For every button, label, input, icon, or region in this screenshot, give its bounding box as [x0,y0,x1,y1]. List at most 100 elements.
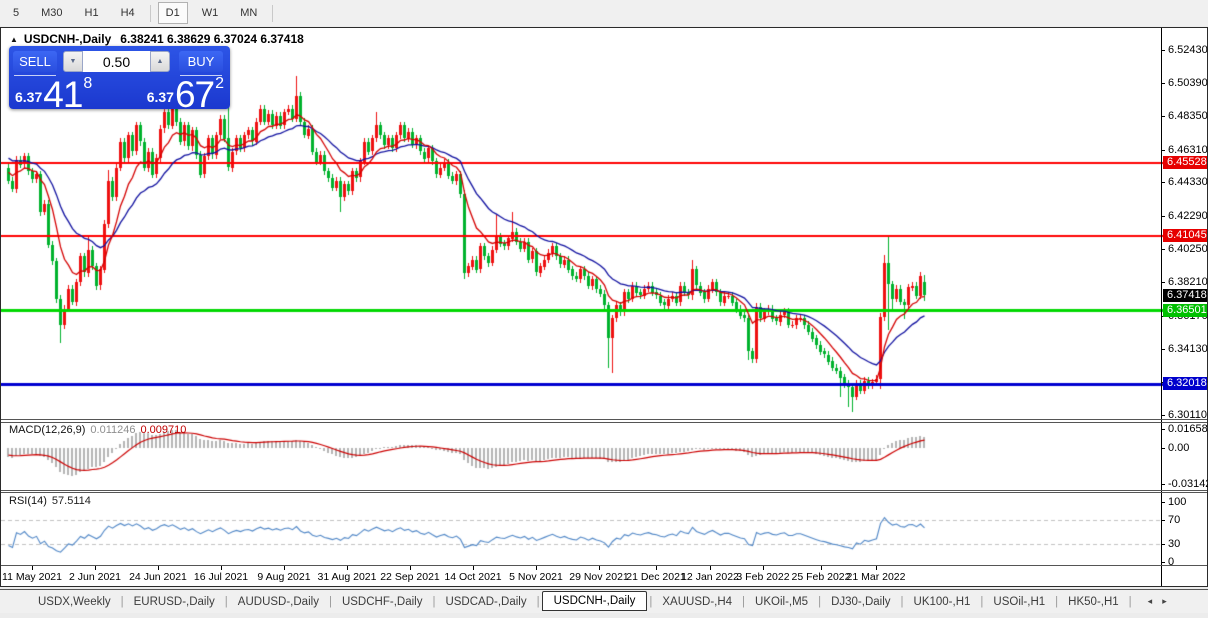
date-axis-label: 9 Aug 2021 [257,571,311,583]
chart-tab-uk100-h1[interactable]: UK100-,H1 [913,595,971,608]
date-axis-tick [410,566,411,570]
chart-tab-audusd-daily[interactable]: AUDUSD-,Daily [237,595,319,608]
panel-separator[interactable] [1,419,1207,420]
price-axis-tick [1161,182,1165,183]
chart-tab-dj30-daily[interactable]: DJ30-,Daily [831,595,891,608]
price-axis-label: 6.42290 [1168,210,1208,222]
ask-price-prefix: 6.37 [146,89,174,105]
date-axis-label: 21 Dec 2021 [626,571,686,583]
panel-separator[interactable] [1,490,1207,491]
macd-axis-tick [1161,484,1165,485]
date-axis-label: 22 Sep 2021 [380,571,440,583]
rsi-name: RSI(14) [9,495,47,507]
panel-separator[interactable] [1,422,1207,423]
tab-separator: | [328,595,332,608]
date-axis-label: 5 Nov 2021 [509,571,563,583]
date-axis-tick [473,566,474,570]
price-level-badge: 6.36501 [1163,304,1207,317]
volume-input[interactable] [83,51,150,72]
rsi-axis-tick [1161,520,1165,521]
price-axis-tick [1161,216,1165,217]
one-click-trading-panel: SELL ▼ ▲ BUY 6.37 41 8 6.37 67 2 [9,46,230,115]
tab-separator: | [536,595,540,608]
price-axis-tick [1161,50,1165,51]
rsi-axis-label: 70 [1168,514,1181,526]
date-axis-tick [347,566,348,570]
date-axis-label: 29 Nov 2021 [569,571,629,583]
tab-scroll-right-icon[interactable]: ▸ [1162,596,1177,606]
chart-tab-usdcad-daily[interactable]: USDCAD-,Daily [445,595,527,608]
date-axis-tick [876,566,877,570]
date-axis-tick [656,566,657,570]
volume-decrease-button[interactable]: ▼ [63,51,83,72]
price-axis-tick [1161,116,1165,117]
rsi-indicator-label: RSI(14) 57.5114 [9,495,91,507]
macd-axis-tick [1161,448,1165,449]
price-axis-tick [1161,415,1165,416]
timeframe-button-d1[interactable]: D1 [157,2,188,24]
price-level-badge: 6.32018 [1163,377,1207,390]
triangle-down-icon: ▼ [69,58,77,65]
tab-separator: | [649,595,653,608]
chart-tab-hk50-h1[interactable]: HK50-,H1 [1068,595,1119,608]
tab-scroll-left-icon[interactable]: ◂ [1147,596,1163,606]
price-level-badge: 6.41045 [1163,229,1207,242]
chart-tab-eurusd-daily[interactable]: EURUSD-,Daily [133,595,215,608]
volume-increase-button[interactable]: ▲ [150,51,170,72]
ask-price-big-digits: 67 [174,73,215,115]
bid-price-big-digits: 41 [43,73,83,115]
date-axis-tick [158,566,159,570]
price-axis-label: 6.50390 [1168,77,1208,89]
price-axis-label: 6.46310 [1168,144,1208,156]
macd-axis-tick [1161,429,1165,430]
macd-name: MACD(12,26,9) [9,424,86,436]
chart-tab-usdx-weekly[interactable]: USDX,Weekly [38,595,111,608]
chart-tab-usdchf-daily[interactable]: USDCHF-,Daily [341,595,423,608]
macd-axis-label: -0.031421 [1168,478,1208,490]
price-axis-tick [1161,249,1165,250]
date-axis-tick [821,566,822,570]
chart-tab-usoil-h1[interactable]: USOil-,H1 [993,595,1046,608]
price-level-badge: 6.45528 [1163,156,1207,169]
chart-tab-xauusd-h4[interactable]: XAUUSD-,H4 [662,595,733,608]
rsi-value: 57.5114 [51,495,91,507]
tab-separator: | [120,595,124,608]
ask-price-display[interactable]: 6.37 67 2 [146,73,224,115]
timeframe-button-h4[interactable]: H4 [113,2,143,24]
timeframe-button-m30[interactable]: M30 [33,2,70,24]
panel-separator[interactable] [1,565,1207,566]
date-axis-tick [95,566,96,570]
date-axis-label: 21 Mar 2022 [846,571,906,583]
price-chart-canvas[interactable] [1,28,1163,587]
rsi-axis-tick [1161,544,1165,545]
timeframe-button-mn[interactable]: MN [232,2,265,24]
sell-button[interactable]: SELL [13,51,57,76]
panel-separator[interactable] [1,492,1207,493]
date-axis-label: 14 Oct 2021 [444,571,502,583]
chart-tab-usdcnh-daily[interactable]: USDCNH-,Daily [541,590,648,611]
price-axis-label: 6.52430 [1168,44,1208,56]
timeframe-button-5[interactable]: 5 [5,2,27,24]
timeframe-button-h1[interactable]: H1 [77,2,107,24]
current-price-badge: 6.37418 [1163,289,1207,302]
tab-separator: | [900,595,904,608]
toolbar-separator [272,4,274,22]
rsi-axis-label: 30 [1168,538,1181,550]
timeframe-button-w1[interactable]: W1 [194,2,227,24]
price-axis-label: 6.38210 [1168,276,1208,288]
bid-price-prefix: 6.37 [15,89,43,105]
collapse-icon[interactable]: ▲ [10,34,18,44]
buy-button[interactable]: BUY [179,51,223,76]
date-axis-label: 3 Feb 2022 [736,571,790,583]
price-axis-label: 6.34130 [1168,343,1208,355]
date-axis-label: 11 May 2021 [2,571,62,583]
tab-separator: | [1128,595,1132,608]
tab-separator: | [432,595,436,608]
date-axis-label: 25 Feb 2022 [791,571,851,583]
chart-ohlc-values: 6.38241 6.38629 6.37024 6.37418 [120,32,304,46]
price-axis-label: 6.48350 [1168,110,1208,122]
bid-price-display[interactable]: 6.37 41 8 [15,73,93,115]
bid-price-pip-digit: 8 [83,75,93,92]
chart-tab-ukoil-m5[interactable]: UKOil-,M5 [755,595,809,608]
price-axis-label: 6.30110 [1168,409,1207,421]
